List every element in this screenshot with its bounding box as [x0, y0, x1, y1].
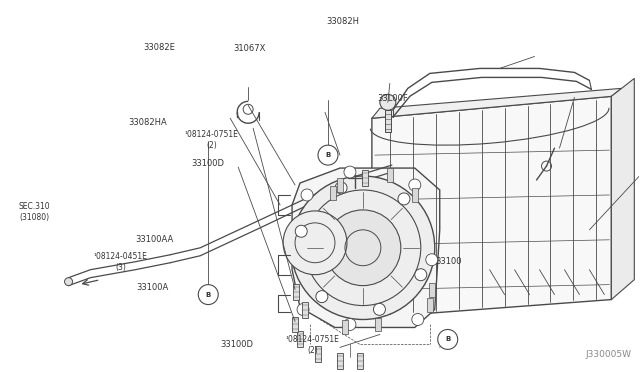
Circle shape: [291, 176, 435, 320]
Circle shape: [412, 314, 424, 326]
Circle shape: [426, 254, 438, 266]
Circle shape: [318, 145, 338, 165]
Text: SEC.310
(31080): SEC.310 (31080): [19, 202, 51, 222]
Text: 33082HA: 33082HA: [128, 119, 167, 128]
Circle shape: [198, 285, 218, 305]
Bar: [337, 178, 343, 192]
Bar: [315, 346, 321, 362]
Bar: [330, 186, 336, 200]
Bar: [412, 188, 418, 202]
Circle shape: [335, 182, 347, 194]
Circle shape: [283, 211, 347, 275]
Circle shape: [438, 330, 458, 349]
Bar: [362, 170, 368, 186]
Polygon shape: [372, 96, 611, 318]
Circle shape: [380, 94, 396, 110]
Circle shape: [316, 291, 328, 302]
Text: ¹08124-0751E
(2): ¹08124-0751E (2): [285, 334, 339, 355]
Text: 33082E: 33082E: [143, 42, 175, 51]
Bar: [293, 283, 299, 299]
Circle shape: [344, 318, 356, 330]
Text: B: B: [205, 292, 211, 298]
Bar: [375, 318, 381, 331]
Text: 33100D: 33100D: [221, 340, 253, 349]
Bar: [337, 353, 343, 369]
Text: ¹08124-0751E
(2): ¹08124-0751E (2): [184, 129, 238, 150]
Text: ¹08124-0451E
(3): ¹08124-0451E (3): [94, 252, 148, 272]
Text: B: B: [445, 336, 451, 342]
Text: 33L00F: 33L00F: [378, 94, 408, 103]
Bar: [387, 168, 393, 182]
Circle shape: [65, 278, 72, 286]
Circle shape: [398, 193, 410, 205]
Text: B: B: [325, 152, 331, 158]
Circle shape: [374, 304, 385, 315]
Text: 33100D: 33100D: [192, 159, 225, 168]
Bar: [385, 110, 391, 132]
Text: 33100AA: 33100AA: [135, 235, 173, 244]
Polygon shape: [292, 168, 440, 327]
Circle shape: [301, 189, 313, 201]
Circle shape: [297, 304, 309, 315]
Text: 33082H: 33082H: [326, 17, 359, 26]
Bar: [297, 331, 303, 347]
Circle shape: [415, 269, 427, 281]
Bar: [429, 283, 435, 296]
Text: 31067X: 31067X: [234, 44, 266, 53]
Bar: [302, 302, 308, 318]
Polygon shape: [611, 78, 634, 299]
Bar: [292, 317, 298, 333]
Bar: [342, 321, 348, 334]
Text: 33100: 33100: [435, 257, 461, 266]
Circle shape: [344, 166, 356, 178]
Text: 33100A: 33100A: [136, 283, 169, 292]
Text: J330005W: J330005W: [586, 350, 631, 359]
Polygon shape: [372, 89, 621, 118]
Bar: [357, 353, 363, 369]
Bar: [427, 298, 433, 311]
Circle shape: [295, 225, 307, 237]
Circle shape: [409, 179, 420, 191]
Circle shape: [325, 210, 401, 286]
